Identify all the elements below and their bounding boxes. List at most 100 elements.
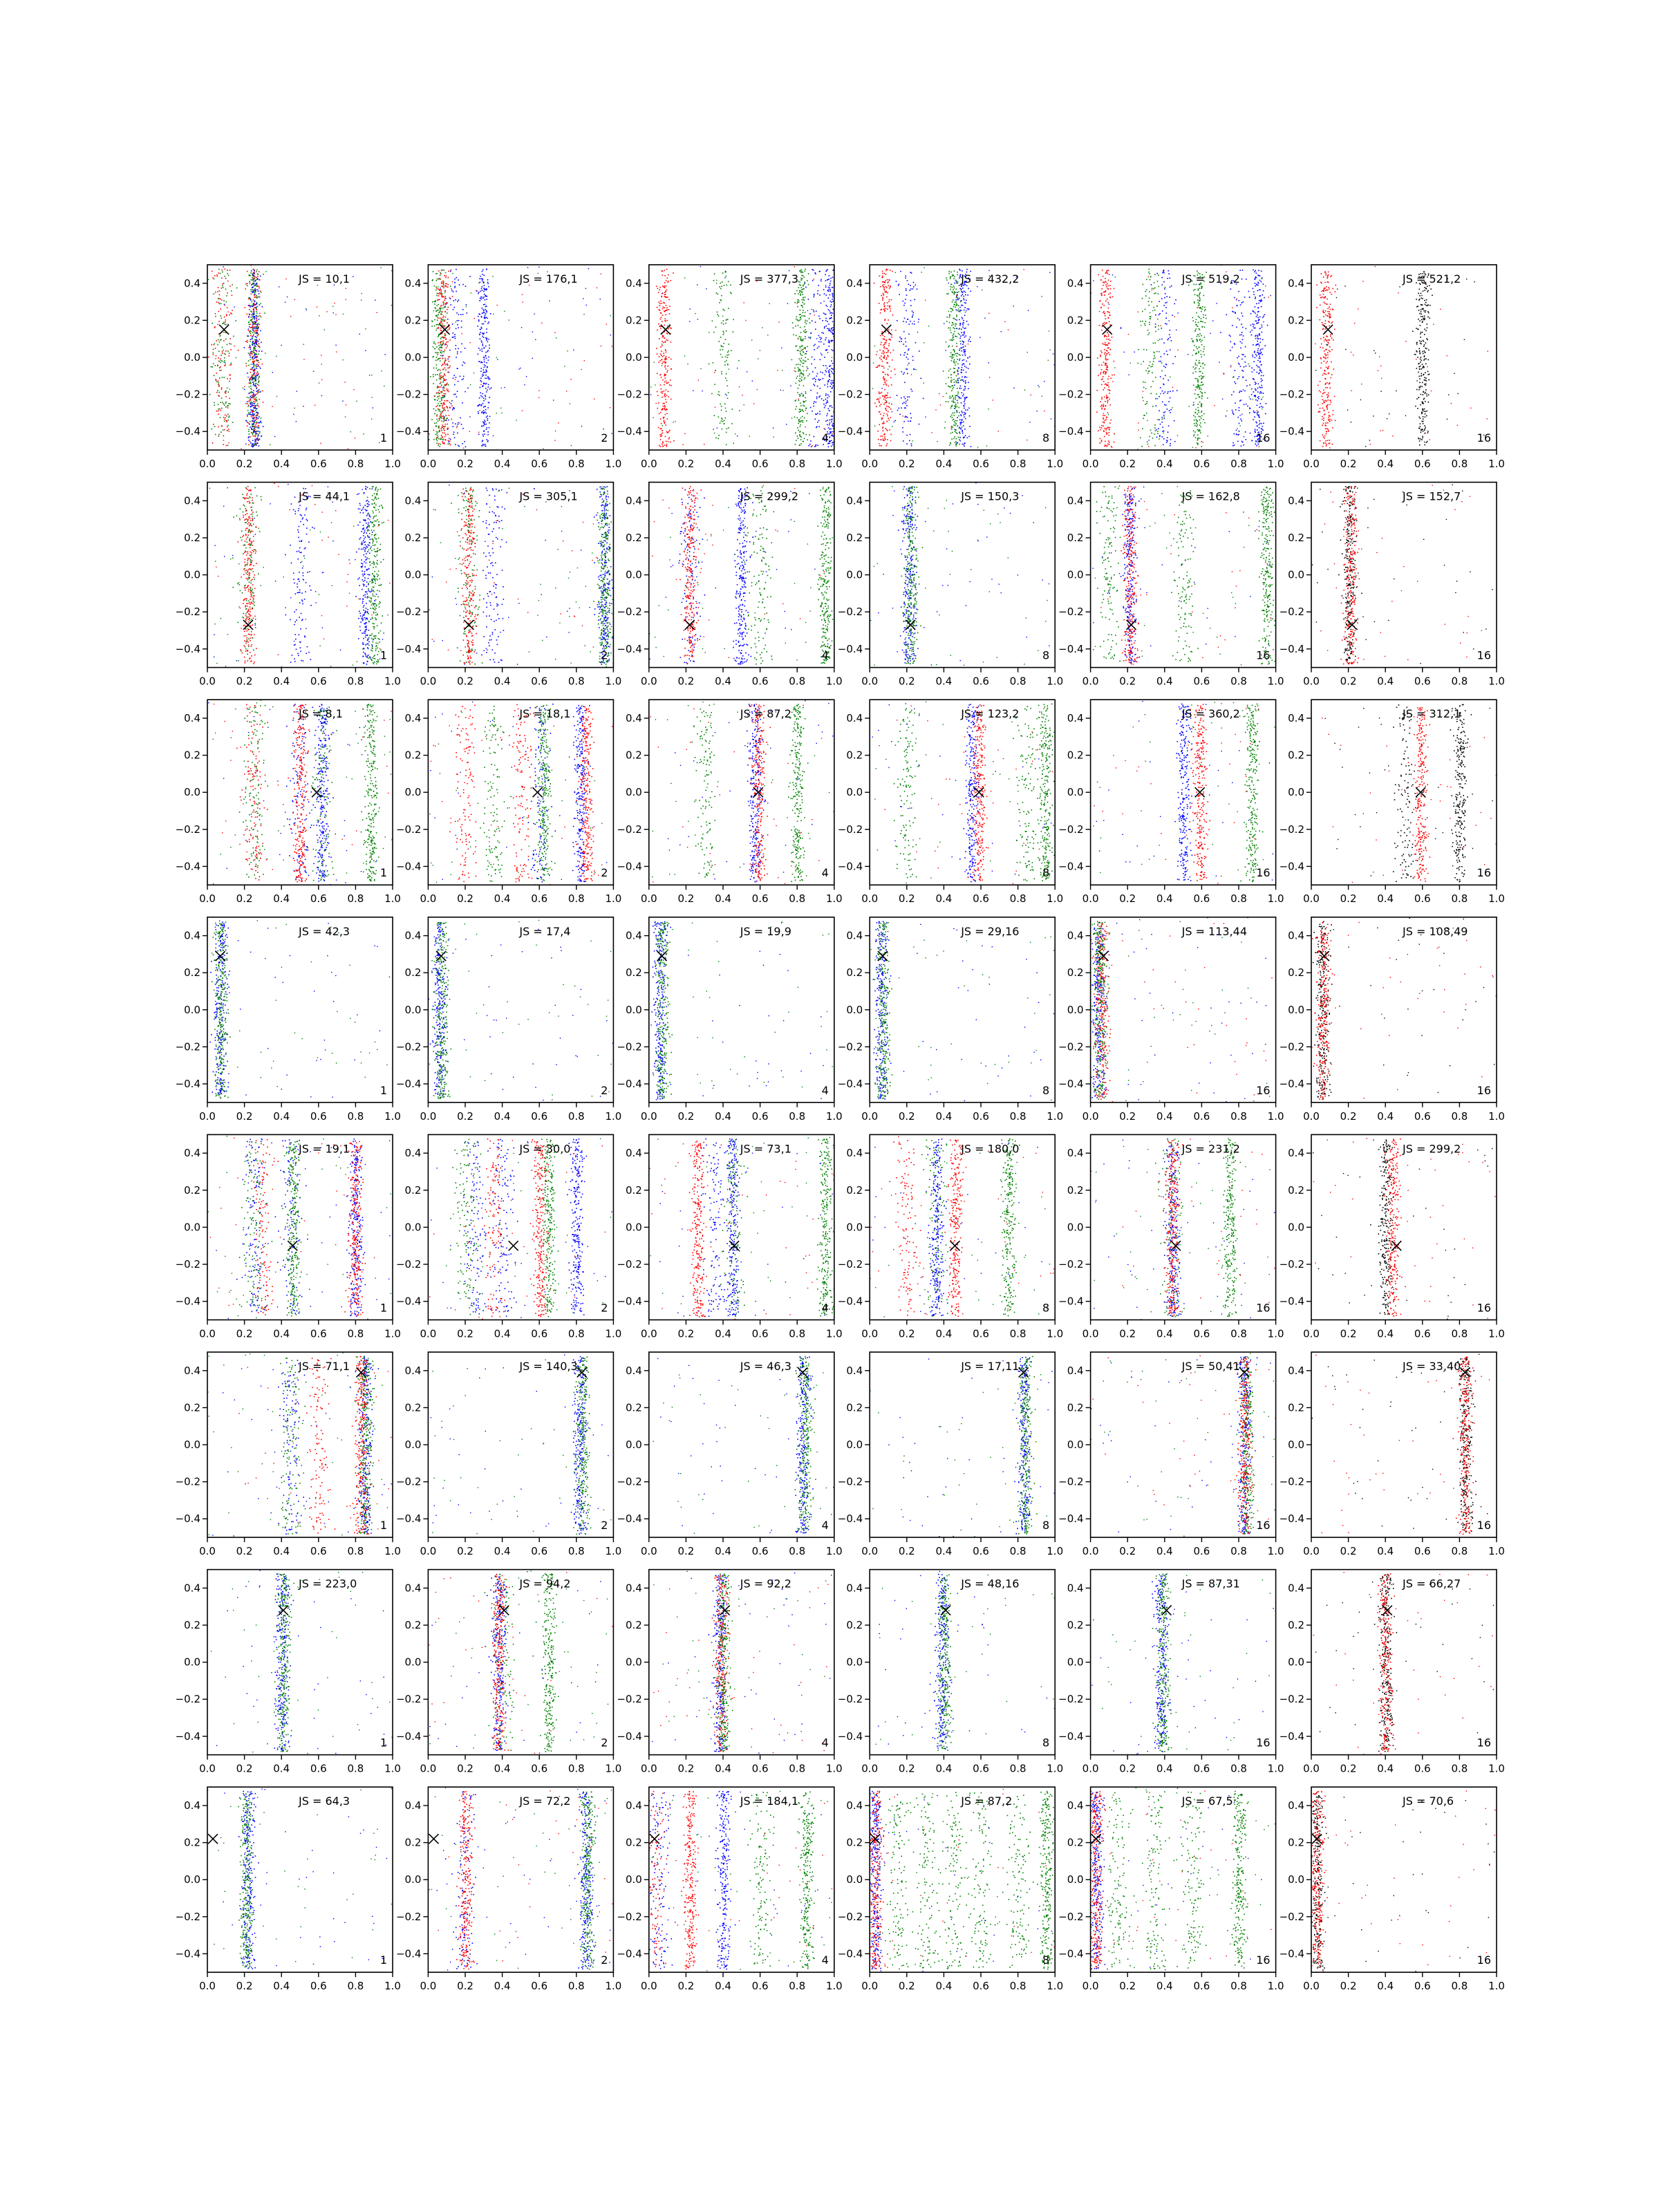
y-tick-label: 0.4 (405, 277, 422, 290)
scatter-point (259, 339, 261, 340)
scatter-point (255, 422, 257, 423)
scatter-point (882, 285, 883, 286)
scatter-point (440, 428, 442, 429)
scatter-point (249, 380, 251, 382)
scatter-point (483, 348, 485, 349)
scatter-point (722, 281, 723, 283)
subplot-r0-c4: 0.0 0.2 0.4 0.6 0.8 1.00.40.20.0−0.2−0.4JS = … (1058, 264, 1284, 470)
scatter-point (922, 397, 924, 400)
x-tick-label: 1.0 (1047, 458, 1063, 470)
scatter-point (970, 290, 971, 292)
scatter-point (1149, 273, 1150, 274)
scatter-point (804, 312, 806, 313)
scatter-point (454, 278, 456, 280)
scatter-point (257, 392, 259, 394)
scatter-point (441, 310, 443, 312)
x-tick-label: 0.4 (715, 458, 731, 470)
scatter-point (890, 433, 892, 435)
scatter-point (655, 402, 657, 404)
scatter-point (962, 292, 964, 293)
scatter-point (220, 362, 221, 364)
scatter-point (1174, 303, 1175, 305)
scatter-point (253, 343, 254, 344)
scatter-point (485, 406, 486, 407)
scatter-point (912, 359, 914, 362)
scatter-point (438, 307, 440, 309)
scatter-point (1166, 442, 1168, 443)
scatter-point (725, 431, 727, 433)
scatter-point (469, 416, 471, 418)
scatter-point (835, 368, 836, 370)
scatter-point (1169, 397, 1171, 399)
scatter-point (907, 364, 908, 366)
scatter-point (433, 383, 434, 384)
scatter-point (253, 271, 255, 273)
scatter-point (438, 324, 440, 325)
scatter-point (256, 341, 257, 342)
scatter-point (256, 421, 257, 423)
scatter-point (482, 335, 483, 337)
scatter-point (824, 429, 826, 430)
scatter-point (959, 440, 961, 442)
scatter-point (1256, 429, 1258, 431)
scatter-point (661, 303, 663, 304)
scatter-point (218, 360, 220, 362)
scatter-point (257, 323, 259, 324)
scatter-point (988, 362, 989, 364)
scatter-point (799, 347, 801, 349)
scatter-point (809, 443, 811, 445)
scatter-point (223, 435, 225, 437)
scatter-point (1260, 281, 1262, 283)
scatter-point (245, 420, 247, 422)
scatter-point (965, 382, 966, 384)
scatter-point (254, 328, 256, 330)
scatter-point (660, 374, 662, 375)
scatter-point (836, 377, 837, 379)
scatter-point (796, 406, 797, 407)
scatter-point (442, 426, 444, 427)
scatter-point (966, 409, 968, 411)
scatter-point (469, 276, 471, 277)
scatter-point (948, 370, 950, 372)
scatter-point (486, 332, 487, 333)
scatter-point (877, 366, 879, 368)
scatter-point (447, 433, 449, 435)
scatter-point (1238, 300, 1240, 301)
scatter-point (823, 428, 825, 429)
scatter-point (482, 433, 484, 435)
scatter-point (432, 271, 434, 272)
scatter-point (251, 414, 252, 416)
scatter-point (225, 417, 226, 419)
scatter-point (885, 429, 888, 431)
scatter-point (223, 362, 225, 363)
scatter-point (447, 306, 449, 308)
scatter-point (442, 355, 443, 357)
scatter-point (254, 284, 256, 285)
scatter-point (254, 289, 256, 290)
scatter-point (1262, 348, 1264, 350)
scatter-point (440, 319, 442, 320)
scatter-point (799, 381, 800, 382)
scatter-point (441, 391, 443, 393)
scatter-point (217, 380, 219, 382)
scatter-point (886, 348, 888, 350)
scatter-point (1262, 406, 1264, 408)
scatter-point (450, 304, 452, 306)
scatter-point (800, 409, 801, 411)
scatter-point (258, 445, 260, 447)
scatter-point (256, 320, 258, 321)
scatter-point (829, 373, 831, 375)
scatter-point (221, 339, 222, 341)
scatter-point (1255, 277, 1257, 279)
scatter-point (1150, 284, 1152, 285)
scatter-point (795, 400, 797, 401)
scatter-point (805, 338, 806, 339)
scatter-point (718, 391, 720, 393)
scatter-point (832, 321, 834, 323)
scatter-point (254, 413, 255, 415)
scatter-point (828, 275, 830, 276)
scatter-point (447, 283, 449, 285)
scatter-point (212, 352, 214, 354)
scatter-point (486, 306, 487, 307)
scatter-point (777, 369, 778, 371)
